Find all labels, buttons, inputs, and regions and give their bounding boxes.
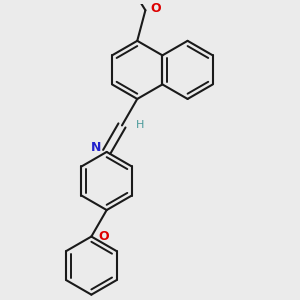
Text: O: O — [151, 2, 161, 15]
Text: H: H — [136, 120, 145, 130]
Text: O: O — [98, 230, 109, 243]
Text: N: N — [91, 141, 102, 154]
